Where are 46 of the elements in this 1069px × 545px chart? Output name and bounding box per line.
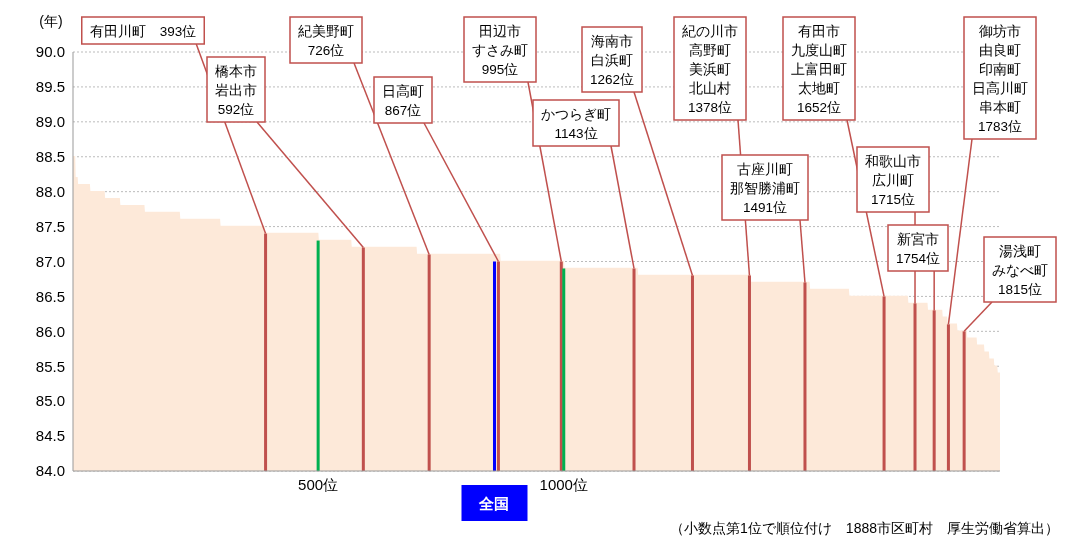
callout-box: 新宮市1754位 <box>887 224 949 272</box>
annotation: 田辺市すさみ町995位 <box>472 24 528 77</box>
x-tick-label: 1000位 <box>539 475 588 493</box>
y-tick-label: 86.5 <box>35 287 65 305</box>
y-tick-label: 88.5 <box>35 148 65 166</box>
y-tick-label: 87.5 <box>35 217 65 235</box>
annotation: 海南市白浜町1262位 <box>589 34 635 87</box>
y-axis-title: (年) <box>39 13 63 29</box>
y-tick-label: 90.0 <box>35 43 65 61</box>
callout-box: 橋本市岩出市592位 <box>206 56 266 123</box>
callout-box: 和歌山市広川町1715位 <box>856 146 930 213</box>
y-tick-label: 89.5 <box>35 78 65 96</box>
callout-box: 日高町867位 <box>373 76 433 124</box>
y-tick-label: 85.5 <box>35 357 65 375</box>
annotation: 御坊市由良町印南町日高川町串本町1783位 <box>972 24 1028 134</box>
callout-box: 紀の川市高野町美浜町北山村1378位 <box>673 16 747 121</box>
callout-box: 紀美野町726位 <box>289 16 363 64</box>
x-tick-label: 500位 <box>298 475 339 493</box>
annotation: 古座川町那智勝浦町1491位 <box>730 162 800 215</box>
callout-box: 有田市九度山町上富田町太地町1652位 <box>782 16 856 121</box>
y-tick-label: 84.5 <box>35 427 65 445</box>
annotation: 紀美野町726位 <box>298 24 354 58</box>
callout-box: 有田川町 393位 <box>81 16 205 45</box>
series-label: 全国 <box>478 495 510 512</box>
callout-box: 湯浅町みなべ町1815位 <box>983 236 1057 303</box>
callout-box: かつらぎ町1143位 <box>532 99 620 147</box>
annotation: 紀の川市高野町美浜町北山村1378位 <box>682 24 738 115</box>
callout-box: 御坊市由良町印南町日高川町串本町1783位 <box>963 16 1037 140</box>
annotation: 日高町867位 <box>382 84 424 118</box>
annotation: 新宮市1754位 <box>895 232 941 266</box>
annotation: 和歌山市広川町1715位 <box>865 154 921 207</box>
annotation: 橋本市岩出市592位 <box>215 64 257 117</box>
y-tick-label: 86.0 <box>35 322 65 340</box>
callout-box: 古座川町那智勝浦町1491位 <box>721 154 809 221</box>
y-tick-label: 84.0 <box>35 462 65 480</box>
annotation: 湯浅町みなべ町1815位 <box>992 244 1048 297</box>
callout-box: 田辺市すさみ町995位 <box>463 16 537 83</box>
annotation: かつらぎ町1143位 <box>541 107 611 141</box>
annotation: 有田市九度山町上富田町太地町1652位 <box>791 24 847 115</box>
callout-box: 海南市白浜町1262位 <box>581 26 643 93</box>
y-tick-label: 87.0 <box>35 252 65 270</box>
text: （小数点第1位で順位付け 1888市区町村 厚生労働省算出） <box>670 520 1059 536</box>
y-tick-label: 89.0 <box>35 113 65 131</box>
y-tick-label: 85.0 <box>35 392 65 410</box>
annotation: 有田川町 393位 <box>89 24 197 39</box>
y-tick-label: 88.0 <box>35 182 65 200</box>
